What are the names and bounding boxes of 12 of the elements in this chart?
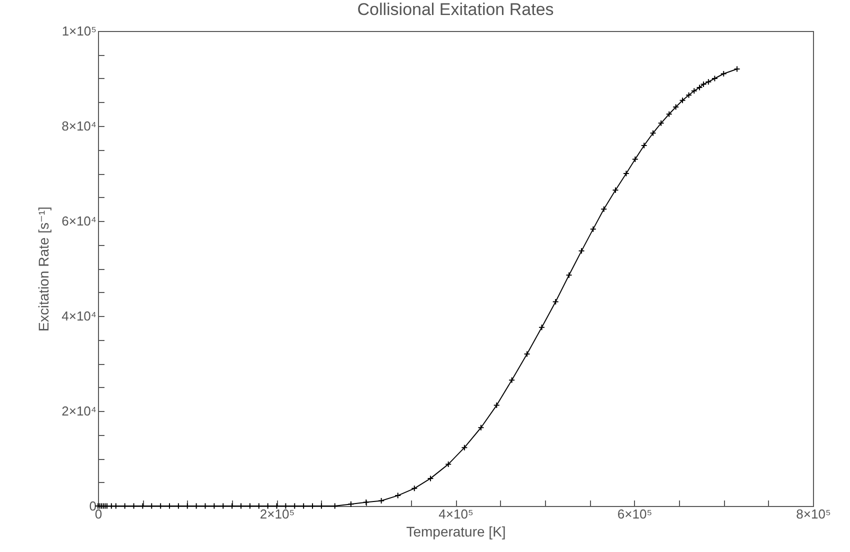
y-tick-label: 1×10⁵ xyxy=(62,24,96,38)
x-tick-label: 2×10⁵ xyxy=(260,506,295,522)
x-tick-label: 8×10⁵ xyxy=(796,506,831,522)
y-tick-label: 2×10⁴ xyxy=(62,404,96,418)
x-tick-label: 4×10⁵ xyxy=(438,506,474,522)
chart-title: Collisional Exitation Rates xyxy=(357,0,554,19)
y-tick-label: 6×10⁴ xyxy=(62,214,96,228)
y-tick-label: 8×10⁴ xyxy=(62,118,96,134)
x-tick-label: 6×10⁵ xyxy=(617,506,652,522)
x-axis-title: Temperature [K] xyxy=(406,524,506,540)
y-tick-label: 4×10⁴ xyxy=(62,308,96,324)
y-axis-title: Excitation Rate [s⁻¹] xyxy=(36,206,52,332)
